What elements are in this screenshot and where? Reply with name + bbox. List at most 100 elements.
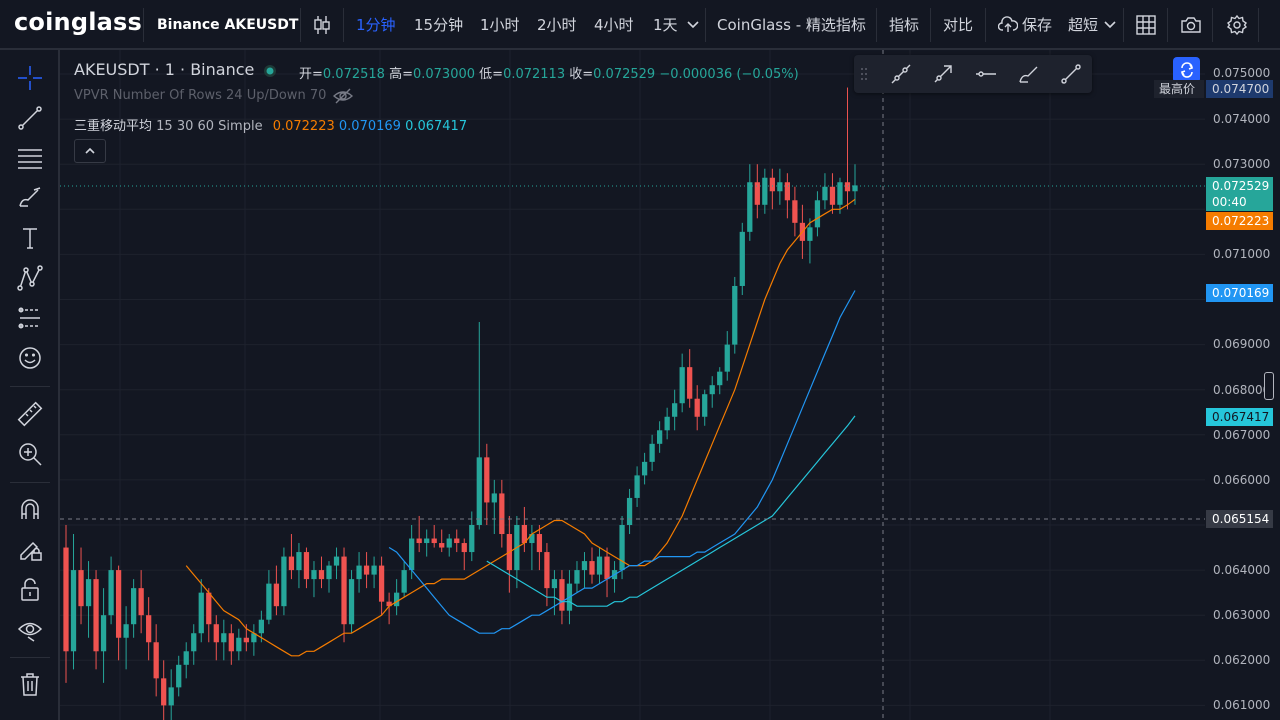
text-tool-icon[interactable] bbox=[12, 222, 48, 254]
candle-body bbox=[604, 556, 610, 580]
candle-body bbox=[829, 186, 836, 205]
interval-1h[interactable]: 1小时 bbox=[480, 16, 520, 34]
divider bbox=[985, 8, 986, 42]
candle-body bbox=[386, 601, 392, 607]
gear-icon[interactable] bbox=[1226, 14, 1248, 36]
coinglass-indicators-button[interactable]: CoinGlass - 精选指标 bbox=[717, 16, 866, 34]
candlestick-chart[interactable] bbox=[60, 50, 1205, 720]
chevron-down-icon[interactable] bbox=[1103, 18, 1117, 32]
trash-icon[interactable] bbox=[12, 668, 48, 700]
candle-body bbox=[559, 579, 565, 611]
compare-button[interactable]: 对比 bbox=[943, 16, 974, 34]
high-value: 0.073000 bbox=[412, 67, 476, 82]
candle-body bbox=[672, 403, 678, 417]
eye-off-icon[interactable] bbox=[332, 87, 354, 109]
candle-body bbox=[762, 177, 768, 205]
interval-2h[interactable]: 2小时 bbox=[537, 16, 577, 34]
price-chart[interactable] bbox=[60, 50, 1205, 720]
axis-scroll-handle[interactable] bbox=[1264, 372, 1274, 400]
interval-15m[interactable]: 15分钟 bbox=[414, 16, 464, 34]
magnet-icon[interactable] bbox=[12, 493, 48, 525]
line-tool-icon[interactable] bbox=[886, 60, 916, 88]
coinglass-logo[interactable]: coinglass bbox=[14, 8, 142, 36]
divider bbox=[1167, 8, 1168, 42]
candle-type-icon[interactable] bbox=[312, 14, 332, 36]
top-toolbar: coinglass Binance AKEUSDT 1分钟 15分钟 1小时 2… bbox=[0, 0, 1280, 50]
visibility-dot-icon[interactable] bbox=[263, 63, 277, 82]
candle-body bbox=[78, 570, 84, 607]
auto-scale-button[interactable] bbox=[1173, 57, 1200, 83]
low-value: 0.072113 bbox=[503, 67, 566, 82]
candle-body bbox=[732, 285, 738, 345]
ma-line-ma30 bbox=[388, 290, 856, 634]
price-tick: 0.061000 bbox=[1213, 698, 1271, 712]
candle-body bbox=[168, 687, 174, 706]
candle-body bbox=[717, 371, 723, 386]
candle-body bbox=[626, 497, 633, 525]
indicators-button[interactable]: 指标 bbox=[889, 16, 920, 34]
candle-body bbox=[431, 538, 437, 544]
refresh-icon bbox=[1180, 62, 1193, 78]
layout-mode-select[interactable]: 超短 bbox=[1068, 16, 1099, 34]
horizontal-ray-icon[interactable] bbox=[971, 60, 1001, 88]
emoji-icon[interactable] bbox=[12, 342, 48, 374]
candle-body bbox=[574, 570, 580, 584]
candle-body bbox=[596, 556, 603, 575]
cloud-upload-icon[interactable] bbox=[997, 16, 1019, 34]
price-tick: 0.074000 bbox=[1213, 112, 1271, 126]
candle-body bbox=[536, 534, 543, 553]
last-price-badge: 0.072529 00:40 bbox=[1206, 177, 1273, 211]
candle-body bbox=[784, 182, 791, 201]
brush-icon[interactable] bbox=[12, 182, 48, 214]
candle-body bbox=[656, 430, 663, 444]
price-tick: 0.067000 bbox=[1213, 428, 1271, 442]
interval-1m[interactable]: 1分钟 bbox=[356, 16, 396, 34]
collapse-legend-button[interactable] bbox=[74, 139, 106, 163]
candle-body bbox=[476, 457, 482, 525]
candle-body bbox=[206, 592, 212, 625]
candle-body bbox=[544, 552, 550, 589]
fib-retracement-icon[interactable] bbox=[12, 142, 48, 174]
eye-icon[interactable] bbox=[12, 613, 48, 645]
candle-body bbox=[213, 624, 219, 643]
interval-4h[interactable]: 4小时 bbox=[594, 16, 634, 34]
candle-body bbox=[687, 367, 693, 399]
last-price-value: 0.072529 bbox=[1212, 179, 1270, 193]
lock-drawing-icon[interactable] bbox=[12, 533, 48, 565]
candle-body bbox=[63, 547, 69, 652]
candle-body bbox=[439, 543, 445, 548]
candle-body bbox=[333, 556, 340, 566]
pattern-tool-icon[interactable] bbox=[12, 262, 48, 294]
candle-body bbox=[724, 344, 730, 372]
candle-body bbox=[469, 525, 475, 553]
candle-body bbox=[409, 538, 415, 571]
crosshair-icon[interactable] bbox=[12, 62, 48, 94]
brush-tool-icon[interactable] bbox=[1014, 60, 1044, 88]
trend-line-icon[interactable] bbox=[12, 102, 48, 134]
prediction-tool-icon[interactable] bbox=[12, 302, 48, 334]
candle-body bbox=[529, 534, 535, 544]
candle-body bbox=[416, 538, 422, 544]
arrow-tool-icon[interactable] bbox=[928, 60, 958, 88]
ma-name: 三重移动平均 bbox=[74, 119, 153, 134]
chevron-down-icon[interactable] bbox=[686, 18, 700, 32]
candle-countdown: 00:40 bbox=[1212, 195, 1247, 209]
drag-handle-icon[interactable] bbox=[856, 60, 872, 88]
grid-layout-icon[interactable] bbox=[1135, 14, 1157, 36]
extended-line-icon[interactable] bbox=[1056, 60, 1086, 88]
symbol-selector[interactable]: Binance AKEUSDT bbox=[157, 17, 299, 33]
price-tick: 0.062000 bbox=[1213, 653, 1271, 667]
candle-body bbox=[371, 565, 377, 575]
interval-1d[interactable]: 1天 bbox=[653, 16, 678, 34]
ruler-icon[interactable] bbox=[12, 398, 48, 430]
candle-body bbox=[837, 182, 843, 205]
candle-body bbox=[694, 398, 700, 417]
close-value: 0.072529 bbox=[593, 67, 656, 82]
save-button[interactable]: 保存 bbox=[1022, 16, 1053, 34]
candle-body bbox=[356, 565, 362, 580]
zoom-in-icon[interactable] bbox=[12, 438, 48, 470]
unlock-icon[interactable] bbox=[12, 573, 48, 605]
divider bbox=[1123, 8, 1124, 42]
candle-body bbox=[318, 570, 325, 580]
camera-icon[interactable] bbox=[1180, 15, 1202, 35]
